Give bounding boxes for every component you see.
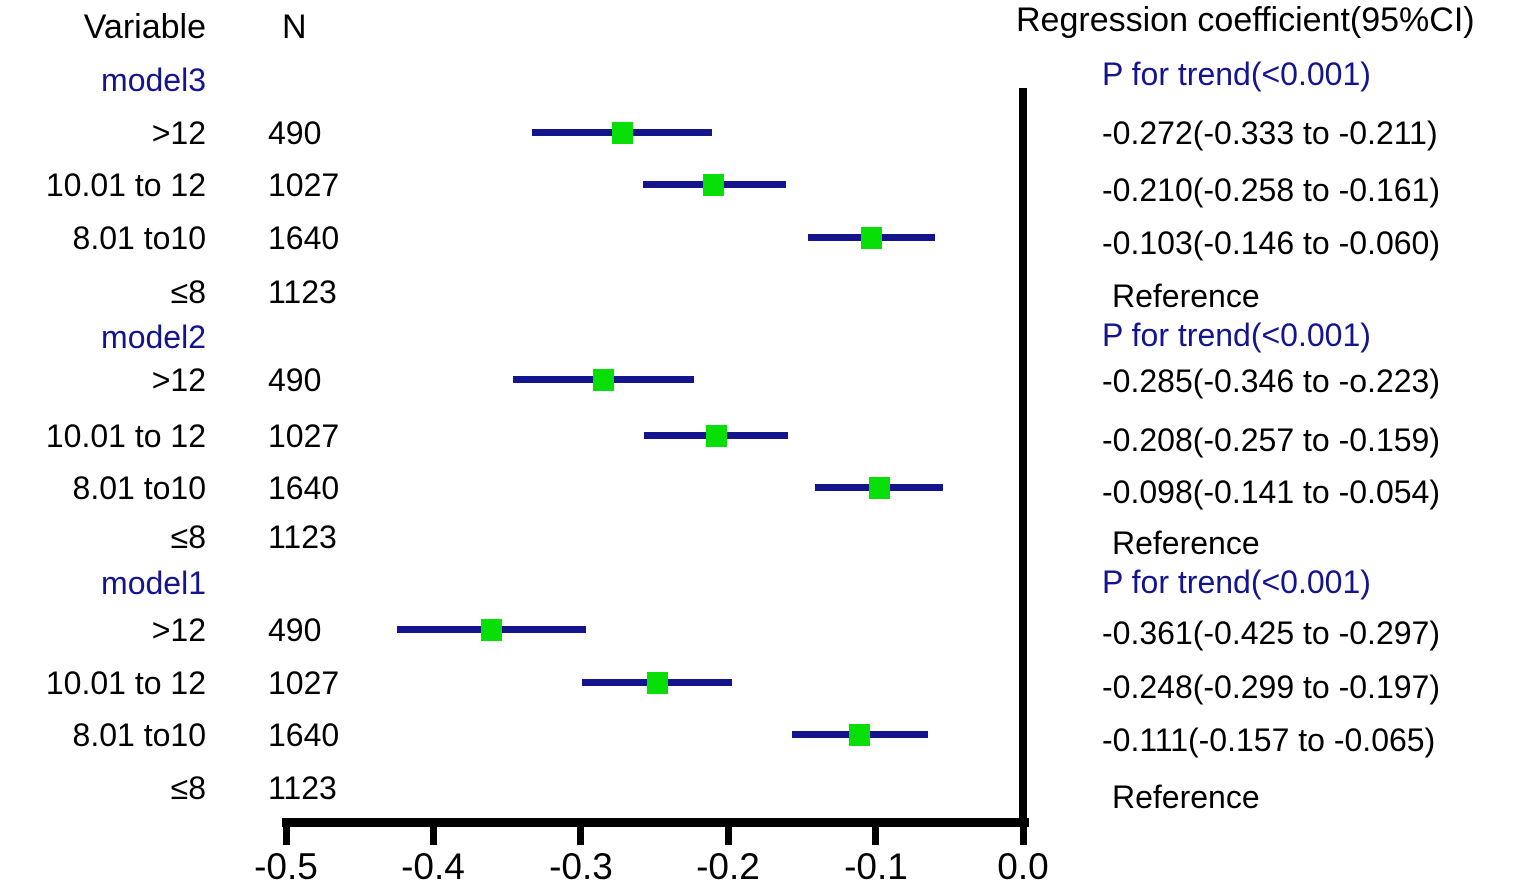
reference-label: Reference: [1112, 779, 1260, 815]
coefficient-ci-text: -0.361(-0.425 to -0.297): [1102, 615, 1440, 651]
reference-label: Reference: [1112, 278, 1260, 314]
coefficient-ci-text: -0.098(-0.141 to -0.054): [1102, 474, 1440, 510]
x-axis-tick-label: -0.2: [696, 846, 760, 887]
x-axis-tick: [283, 827, 290, 845]
estimate-marker: [849, 724, 870, 746]
model-label: model3: [101, 62, 206, 98]
x-axis-tick: [725, 827, 732, 845]
x-axis-tick-label: -0.3: [549, 846, 613, 887]
model-label: model1: [101, 565, 206, 601]
x-axis-tick: [872, 827, 879, 845]
variable-label: 8.01 to10: [72, 470, 206, 506]
n-value: 1123: [268, 519, 337, 555]
coefficient-ci-text: -0.103(-0.146 to -0.060): [1102, 225, 1440, 261]
coefficient-ci-text: -0.111(-0.157 to -0.065): [1102, 722, 1436, 758]
n-value: 1123: [268, 770, 337, 806]
p-for-trend-label: P for trend(<0.001): [1102, 317, 1371, 353]
reference-label: Reference: [1112, 525, 1260, 561]
variable-label: ≤8: [170, 770, 206, 806]
n-value: 1027: [268, 418, 340, 454]
variable-label: ≤8: [170, 274, 206, 310]
estimate-marker: [706, 425, 727, 447]
n-value: 1640: [268, 470, 340, 506]
column-header-n: N: [282, 8, 307, 46]
variable-label: 8.01 to10: [72, 717, 206, 753]
n-value: 490: [268, 115, 322, 151]
estimate-marker: [612, 122, 633, 144]
estimate-marker: [861, 227, 882, 249]
n-value: 490: [268, 612, 322, 648]
variable-label: 10.01 to 12: [45, 665, 206, 701]
x-axis-tick: [1020, 827, 1027, 845]
coefficient-ci-text: -0.248(-0.299 to -0.197): [1102, 669, 1440, 705]
estimate-marker: [481, 619, 502, 641]
x-axis-tick-label: -0.5: [254, 846, 318, 887]
x-axis-tick-label: -0.4: [401, 846, 465, 887]
x-axis-tick-label: 0.0: [997, 846, 1049, 887]
variable-label: 8.01 to10: [72, 220, 206, 256]
n-value: 1027: [268, 665, 340, 701]
column-header-variable: Variable: [83, 8, 206, 46]
variable-label: >12: [151, 362, 206, 398]
x-axis-tick: [430, 827, 437, 845]
estimate-marker: [593, 369, 614, 391]
model-label: model2: [101, 319, 206, 355]
variable-label: >12: [151, 115, 206, 151]
x-axis-tick-label: -0.1: [844, 846, 908, 887]
variable-label: 10.01 to 12: [45, 418, 206, 454]
column-header-coefficient: Regression coefficient(95%CI): [1016, 1, 1475, 39]
n-value: 490: [268, 362, 322, 398]
p-for-trend-label: P for trend(<0.001): [1102, 56, 1371, 92]
coefficient-ci-text: -0.272(-0.333 to -0.211): [1102, 115, 1438, 151]
zero-reference-line: [1019, 88, 1027, 827]
n-value: 1640: [268, 220, 340, 256]
coefficient-ci-text: -0.285(-0.346 to -o.223): [1102, 363, 1440, 399]
n-value: 1027: [268, 167, 340, 203]
x-axis-tick: [577, 827, 584, 845]
variable-label: >12: [151, 612, 206, 648]
n-value: 1640: [268, 717, 340, 753]
estimate-marker: [647, 672, 668, 694]
estimate-marker: [703, 174, 724, 196]
p-for-trend-label: P for trend(<0.001): [1102, 564, 1371, 600]
variable-label: 10.01 to 12: [45, 167, 206, 203]
variable-label: ≤8: [170, 519, 206, 555]
coefficient-ci-text: -0.210(-0.258 to -0.161): [1102, 172, 1440, 208]
x-axis-line: [282, 818, 1029, 827]
coefficient-ci-text: -0.208(-0.257 to -0.159): [1102, 422, 1440, 458]
estimate-marker: [869, 477, 890, 499]
n-value: 1123: [268, 274, 337, 310]
